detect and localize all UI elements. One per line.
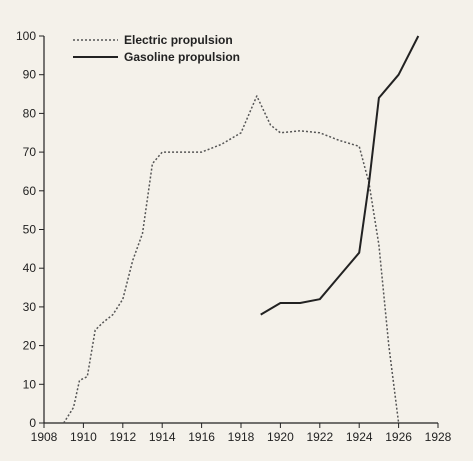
y-tick-label: 100 <box>16 29 36 43</box>
y-tick-label: 30 <box>23 300 37 314</box>
series-layer <box>63 35 420 424</box>
electric-propulsion-line <box>63 95 400 424</box>
x-tick-label: 1922 <box>306 430 333 444</box>
x-tick-label: 1924 <box>346 430 373 444</box>
x-tick-label: 1928 <box>425 430 452 444</box>
y-tick-label: 50 <box>23 223 37 237</box>
x-tick-label: 1912 <box>109 430 136 444</box>
y-axis-ticks: 0 10 20 30 40 50 60 70 80 90 100 <box>16 29 44 430</box>
x-tick-label: 1914 <box>149 430 176 444</box>
x-tick-label: 1926 <box>385 430 412 444</box>
y-tick-label: 70 <box>23 145 37 159</box>
y-tick-label: 20 <box>23 339 37 353</box>
y-tick-label: 90 <box>23 68 37 82</box>
y-tick-label: 40 <box>23 261 37 275</box>
legend-label-electric: Electric propulsion <box>124 33 233 47</box>
chart-legend: Electric propulsion Gasoline propulsion <box>73 33 240 64</box>
y-tick-label: 10 <box>23 377 37 391</box>
x-tick-label: 1916 <box>188 430 215 444</box>
x-tick-label: 1918 <box>228 430 255 444</box>
x-tick-label: 1908 <box>31 430 58 444</box>
x-tick-label: 1910 <box>70 430 97 444</box>
y-tick-label: 60 <box>23 184 37 198</box>
gasoline-propulsion-line <box>260 35 420 316</box>
legend-label-gasoline: Gasoline propulsion <box>124 50 240 64</box>
y-tick-label: 0 <box>29 416 36 430</box>
chart-axes <box>43 36 438 424</box>
y-tick-label: 80 <box>23 106 37 120</box>
x-tick-label: 1920 <box>267 430 294 444</box>
x-axis-ticks: 1908 1910 1912 1914 1916 1918 1920 1922 1924 1926… <box>31 423 452 444</box>
